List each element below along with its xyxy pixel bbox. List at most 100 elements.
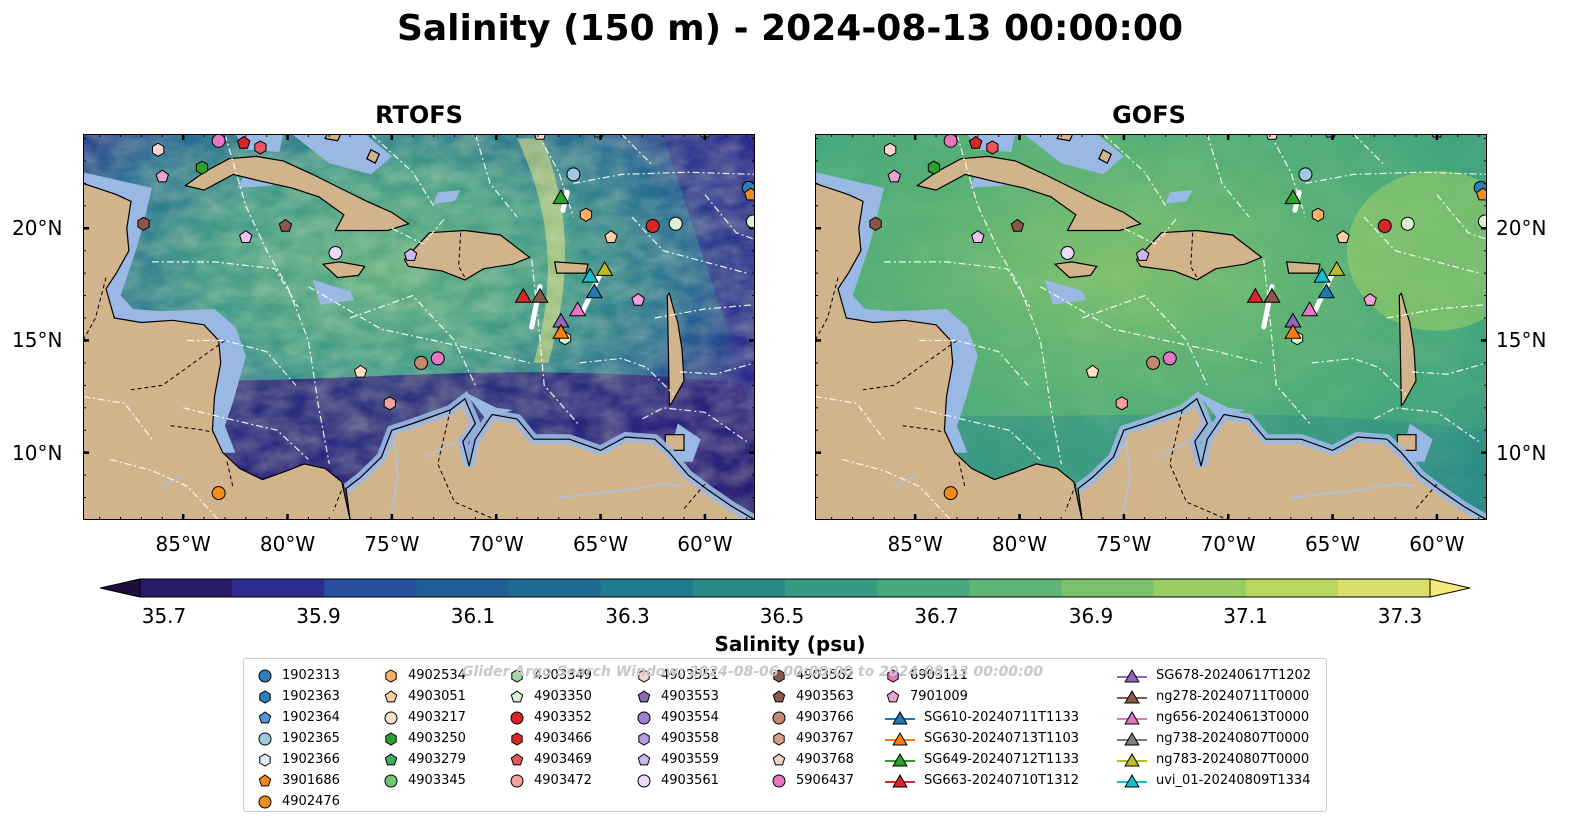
country-border xyxy=(1190,232,1198,278)
argo-float-marker xyxy=(155,169,170,183)
legend-swatch xyxy=(772,752,786,765)
colorbar xyxy=(99,578,1471,602)
argo-float-marker xyxy=(239,230,253,243)
eez-boundary xyxy=(1386,304,1487,319)
legend-item: 5906437 xyxy=(770,770,854,791)
argo-float-marker xyxy=(254,140,267,155)
argo-float-marker xyxy=(645,219,660,234)
legend-marker xyxy=(638,731,650,746)
legend-swatch xyxy=(384,711,398,724)
legend-marker xyxy=(887,668,899,683)
glider-marker xyxy=(1300,301,1319,317)
legend-column: 4903551 4903553 4903554 4903558 4903559 49035… xyxy=(635,665,719,791)
legend-label: 4903469 xyxy=(534,752,592,767)
land-cuba xyxy=(915,155,1142,232)
river xyxy=(161,474,184,487)
legend-item: 4903559 xyxy=(635,749,719,770)
legend-swatch xyxy=(511,731,523,746)
legend-item: 4902534 xyxy=(382,665,466,686)
land-bahamas2 xyxy=(1098,148,1113,165)
map-panel-gofs[interactable] xyxy=(815,134,1487,520)
legend-label: 4903554 xyxy=(661,710,719,725)
argo-float-marker xyxy=(403,248,418,261)
legend-marker xyxy=(892,710,908,724)
x-tick-label: 75°W xyxy=(1096,532,1152,556)
map-panel-rtofs[interactable] xyxy=(83,134,755,520)
argo-float-marker xyxy=(1363,292,1377,306)
legend-label: 4903250 xyxy=(408,731,466,746)
legend-label: 4903279 xyxy=(408,752,466,767)
legend-swatch xyxy=(638,668,650,683)
eez-boundary xyxy=(1123,218,1177,245)
legend-marker xyxy=(511,668,523,683)
legend-marker xyxy=(385,668,397,683)
legend-label: 6903111 xyxy=(910,668,968,683)
argo-float-marker xyxy=(744,187,755,201)
legend-swatch xyxy=(772,689,786,702)
legend-item: 7901009 xyxy=(884,686,1079,707)
legend-column: SG678-20240617T1202 ng278-20240711T0000 ng… xyxy=(1116,665,1311,791)
x-tick-label: 65°W xyxy=(572,532,629,556)
legend-item: 4903554 xyxy=(635,707,719,728)
legend-swatch xyxy=(885,752,915,766)
legend-label: 4903766 xyxy=(796,710,854,725)
legend-item: uvi_01-20240809T1334 xyxy=(1116,770,1311,791)
y-tick-label-left: 10°N xyxy=(12,440,63,465)
colorbar-segment xyxy=(1061,579,1155,597)
x-tick-label: 65°W xyxy=(1304,532,1361,556)
country-border xyxy=(958,461,966,489)
colorbar-tick-label: 37.3 xyxy=(1377,604,1423,628)
river xyxy=(558,483,685,499)
glider-marker xyxy=(568,301,587,317)
argo-float-marker xyxy=(211,486,226,501)
legend-label: 4903345 xyxy=(408,773,466,788)
legend-item: 4902476 xyxy=(256,791,340,812)
eez-boundary xyxy=(1206,134,1250,218)
shelf-area xyxy=(1023,134,1124,175)
figure-title: Salinity (150 m) - 2024-08-13 00:00:00 xyxy=(396,8,1184,49)
legend-item: 4903345 xyxy=(382,770,466,791)
argo-float-marker xyxy=(1162,351,1177,366)
eez-boundary xyxy=(620,134,654,166)
eez-boundary xyxy=(883,261,1031,308)
colorbar-tick-label: 36.7 xyxy=(914,604,959,628)
south-coast xyxy=(1077,397,1487,520)
argo-float-marker xyxy=(430,351,445,366)
legend-item: 4903472 xyxy=(508,770,592,791)
legend-swatch xyxy=(887,668,899,683)
legend-label: 4903472 xyxy=(534,773,592,788)
legend-marker xyxy=(773,731,785,746)
glider-marker xyxy=(1328,260,1346,276)
glider-marker xyxy=(1313,267,1331,283)
legend-swatch xyxy=(259,752,271,767)
legend-marker xyxy=(259,752,271,767)
legend-swatch xyxy=(510,711,524,724)
eez-boundary xyxy=(183,407,309,460)
legend-item: ng278-20240711T0000 xyxy=(1116,686,1311,707)
argo-float-marker xyxy=(986,140,999,155)
legend-column: 1902313 1902363 1902364 1902365 1902366 39016… xyxy=(256,665,340,812)
country-border xyxy=(1415,483,1438,510)
colorbar-segment xyxy=(324,579,417,597)
legend-marker xyxy=(1124,752,1140,766)
legend-column: 6903111 7901009 SG610-20240711T1133 SG630-2… xyxy=(884,665,1079,791)
watermark: Glider Argo Search Window: 2024-08-06 00… xyxy=(462,664,1044,680)
legend-swatch xyxy=(384,774,398,787)
colorbar-tick-label: 35.9 xyxy=(296,604,341,628)
country-border xyxy=(130,340,226,391)
land-puertorico xyxy=(1285,261,1321,274)
legend-marker xyxy=(1124,773,1140,787)
legend-item: SG649-20240712T1133 xyxy=(884,749,1079,770)
legend-swatch xyxy=(511,668,523,683)
legend-marker xyxy=(384,689,398,702)
legend-item: 4903551 xyxy=(635,665,719,686)
river xyxy=(1290,483,1417,499)
eez-boundary xyxy=(391,218,445,245)
colorbar-segment xyxy=(877,579,970,597)
eez-boundary xyxy=(1352,134,1386,166)
land-hispaniola xyxy=(1135,229,1263,281)
colorbar-over-arrow xyxy=(1429,578,1471,598)
colorbar-segment xyxy=(1153,579,1247,597)
legend-label: 1902364 xyxy=(282,710,340,725)
legend-column: 4902534 4903051 4903217 4903250 4903279 49033… xyxy=(382,665,466,791)
